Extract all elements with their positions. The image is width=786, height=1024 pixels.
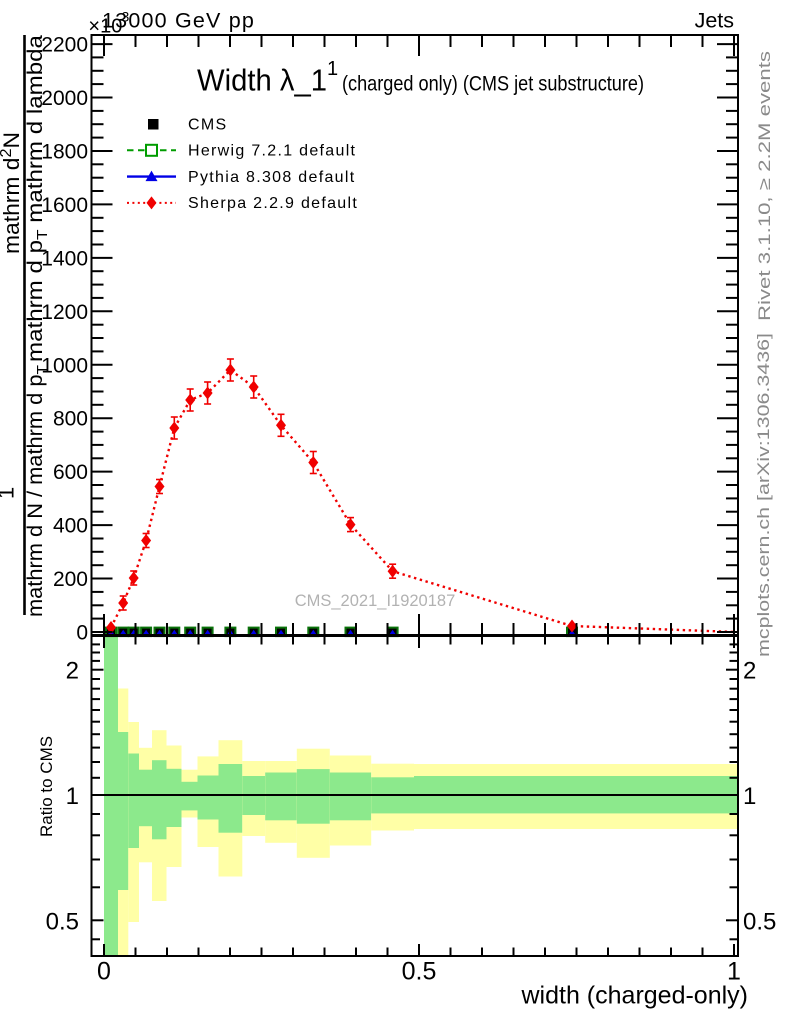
svg-text:1: 1 bbox=[727, 958, 741, 986]
svg-text:mcplots.cern.ch [arXiv:1306.34: mcplots.cern.ch [arXiv:1306.3436] bbox=[754, 333, 773, 657]
svg-text:×10: ×10 bbox=[88, 16, 122, 38]
svg-text:Pythia 8.308 default: Pythia 8.308 default bbox=[188, 169, 355, 186]
svg-text:13000 GeV pp: 13000 GeV pp bbox=[102, 9, 255, 33]
svg-text:Herwig 7.2.1 default: Herwig 7.2.1 default bbox=[188, 143, 356, 160]
svg-text:2000: 2000 bbox=[41, 87, 88, 110]
svg-text:1: 1 bbox=[743, 783, 756, 810]
svg-text:2: 2 bbox=[743, 658, 756, 685]
svg-text:mathrm d N / mathrm d pT: mathrm d N / mathrm d pT bbox=[24, 365, 51, 617]
svg-text:Rivet 3.1.10, ≥ 2.2M events: Rivet 3.1.10, ≥ 2.2M events bbox=[755, 51, 774, 321]
svg-text:width (charged-only): width (charged-only) bbox=[521, 982, 749, 1010]
svg-text:400: 400 bbox=[53, 515, 88, 538]
svg-text:2: 2 bbox=[66, 658, 79, 685]
svg-text:Jets: Jets bbox=[695, 9, 734, 33]
svg-text:0.5: 0.5 bbox=[402, 958, 437, 986]
svg-text:1200: 1200 bbox=[41, 301, 88, 324]
svg-text:(charged only) (CMS jet substr: (charged only) (CMS jet substructure) bbox=[342, 73, 644, 96]
svg-text:Ratio to CMS: Ratio to CMS bbox=[37, 736, 56, 837]
svg-text:1: 1 bbox=[327, 58, 338, 80]
svg-text:1: 1 bbox=[0, 487, 19, 499]
svg-text:CMS_2021_I1920187: CMS_2021_I1920187 bbox=[295, 592, 456, 610]
svg-text:mathrm d pT mathrm d lambda: mathrm d pT mathrm d lambda bbox=[24, 35, 51, 362]
svg-text:1600: 1600 bbox=[41, 194, 88, 217]
svg-text:200: 200 bbox=[53, 568, 88, 591]
svg-text:1: 1 bbox=[66, 783, 79, 810]
svg-text:Width λ_1: Width λ_1 bbox=[197, 63, 327, 98]
svg-text:0: 0 bbox=[97, 958, 111, 986]
svg-text:600: 600 bbox=[53, 461, 88, 484]
svg-text:3: 3 bbox=[122, 9, 130, 25]
svg-text:1800: 1800 bbox=[41, 140, 88, 163]
svg-text:CMS: CMS bbox=[188, 116, 227, 133]
svg-text:0: 0 bbox=[76, 622, 88, 645]
svg-text:1000: 1000 bbox=[41, 354, 88, 377]
svg-text:Sherpa 2.2.9 default: Sherpa 2.2.9 default bbox=[188, 195, 358, 212]
svg-text:1400: 1400 bbox=[41, 247, 88, 270]
svg-text:2200: 2200 bbox=[41, 34, 88, 57]
svg-text:0.5: 0.5 bbox=[743, 908, 776, 935]
svg-text:800: 800 bbox=[53, 408, 88, 431]
svg-text:0.5: 0.5 bbox=[46, 908, 79, 935]
